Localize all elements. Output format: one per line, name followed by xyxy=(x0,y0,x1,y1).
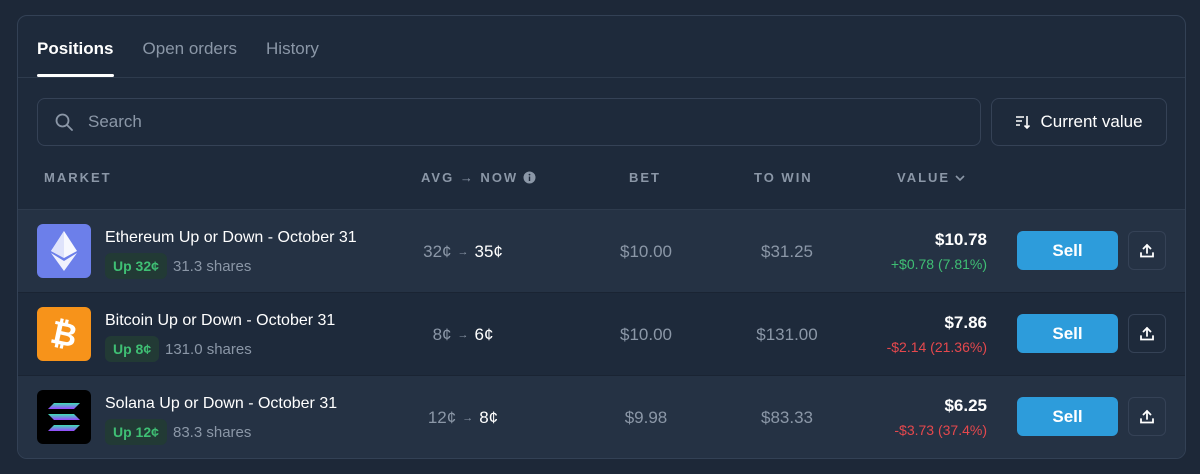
market-title[interactable]: Solana Up or Down - October 31 xyxy=(105,395,338,412)
sort-label: Current value xyxy=(1040,112,1143,131)
column-bet: BET xyxy=(629,170,661,185)
current-value: $6.25 xyxy=(944,396,987,415)
share-icon xyxy=(1140,326,1154,340)
avg-price: 32¢ xyxy=(423,242,452,261)
market-title[interactable]: Bitcoin Up or Down - October 31 xyxy=(105,312,336,329)
sell-button[interactable]: Sell xyxy=(1017,231,1118,270)
avg-price: 12¢ xyxy=(427,408,457,427)
bitcoin-icon: ₿ xyxy=(37,307,91,361)
column-avg-now-label: AVG → NOW xyxy=(421,170,519,185)
tab-positions[interactable]: Positions xyxy=(37,16,114,78)
shares: 83.3 shares xyxy=(173,424,252,441)
share-icon xyxy=(1140,243,1154,257)
shares: 131.0 shares xyxy=(165,341,252,358)
tab-bar: Positions Open orders History xyxy=(37,16,319,78)
sell-button[interactable]: Sell xyxy=(1017,314,1118,353)
column-avg-now[interactable]: AVG → NOW xyxy=(421,170,536,185)
column-value[interactable]: VALUE xyxy=(897,170,966,185)
outcome-badge: Up 8¢ xyxy=(105,336,160,362)
search-input[interactable] xyxy=(88,112,888,132)
current-value: $7.86 xyxy=(944,313,987,332)
value-change: -$2.14 (21.36%) xyxy=(886,339,987,355)
share-button[interactable] xyxy=(1128,231,1166,270)
sort-icon xyxy=(1016,116,1031,130)
to-win-amount: $31.25 xyxy=(761,242,813,261)
ethereum-icon xyxy=(37,224,91,278)
avg-now: 32¢ → 35¢ xyxy=(388,242,538,262)
chevron-down-icon xyxy=(955,174,965,181)
sell-button[interactable]: Sell xyxy=(1017,397,1118,436)
positions-panel: Positions Open orders History Current va… xyxy=(17,15,1186,459)
arrow-right-icon: → xyxy=(462,412,474,424)
bet-amount: $10.00 xyxy=(620,242,672,261)
divider xyxy=(18,77,1185,78)
avg-now: 12¢ → 8¢ xyxy=(388,408,538,428)
solana-icon xyxy=(37,390,91,444)
bet-amount: $10.00 xyxy=(620,325,672,344)
avg-price: 8¢ xyxy=(432,325,452,344)
sort-button[interactable]: Current value xyxy=(991,98,1167,146)
share-button[interactable] xyxy=(1128,397,1166,436)
now-price: 35¢ xyxy=(474,242,503,261)
now-price: 8¢ xyxy=(479,408,499,427)
to-win-amount: $131.00 xyxy=(756,325,818,344)
to-win-amount: $83.33 xyxy=(761,408,813,427)
value-change: +$0.78 (7.81%) xyxy=(890,256,987,272)
info-icon[interactable] xyxy=(523,171,536,184)
shares: 31.3 shares xyxy=(173,258,252,275)
market-title[interactable]: Ethereum Up or Down - October 31 xyxy=(105,229,357,246)
value-change: -$3.73 (37.4%) xyxy=(894,422,987,438)
column-value-label: VALUE xyxy=(897,170,951,185)
arrow-right-icon: → xyxy=(457,329,469,341)
avg-now: 8¢ → 6¢ xyxy=(388,325,538,345)
share-button[interactable] xyxy=(1128,314,1166,353)
share-icon xyxy=(1140,409,1154,423)
bet-amount: $9.98 xyxy=(624,408,668,427)
table-row[interactable]: Solana Up or Down - October 31 Up 12¢ 83… xyxy=(18,376,1185,458)
table-row[interactable]: Ethereum Up or Down - October 31 Up 32¢ … xyxy=(18,210,1185,293)
arrow-right-icon: → xyxy=(457,246,469,258)
tab-open-orders[interactable]: Open orders xyxy=(142,39,238,58)
current-value: $10.78 xyxy=(935,230,987,249)
outcome-badge: Up 12¢ xyxy=(105,419,167,445)
divider xyxy=(18,209,1185,210)
svg-text:₿: ₿ xyxy=(49,316,79,352)
search-icon xyxy=(55,113,73,131)
table-row[interactable]: ₿ Bitcoin Up or Down - October 31 Up 8¢ … xyxy=(18,293,1185,376)
now-price: 6¢ xyxy=(474,325,494,344)
column-to-win: TO WIN xyxy=(754,170,813,185)
outcome-badge: Up 32¢ xyxy=(105,253,167,279)
tab-history[interactable]: History xyxy=(266,39,319,58)
column-market: MARKET xyxy=(44,170,112,185)
search-box[interactable] xyxy=(37,98,981,146)
